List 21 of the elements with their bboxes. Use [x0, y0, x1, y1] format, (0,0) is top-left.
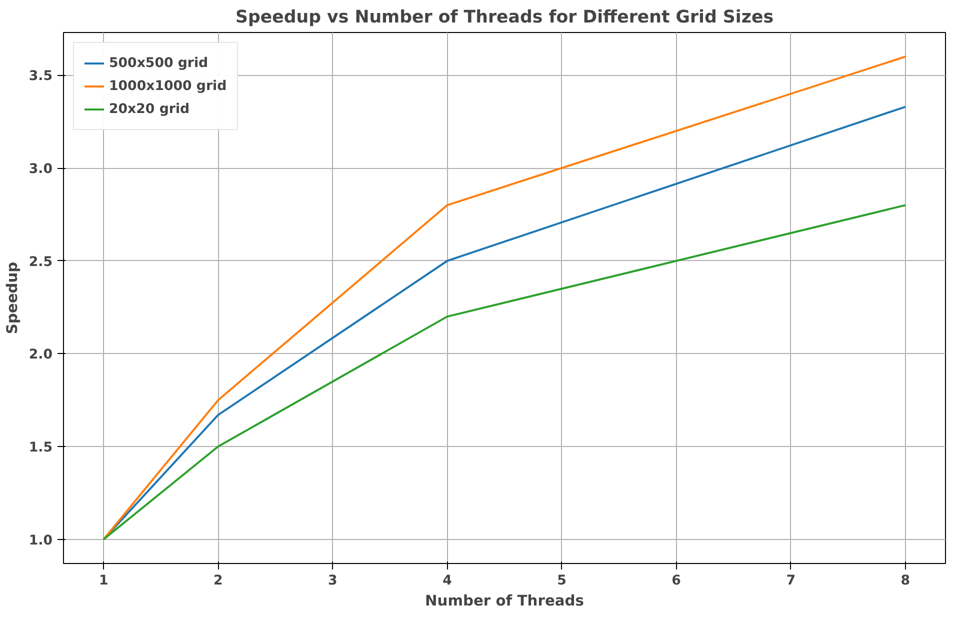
x-axis-title: Number of Threads	[425, 592, 584, 610]
y-tick-label: 3.5	[28, 69, 53, 84]
x-tick-label: 2	[214, 574, 223, 588]
x-tick-label: 7	[786, 574, 796, 588]
x-tick-label: 8	[900, 574, 910, 588]
line-series	[102, 204, 906, 540]
y-tick-label: 1.5	[28, 440, 53, 456]
y-tick-label: 2.5	[28, 254, 53, 270]
y-tick-label: 1.0	[28, 533, 53, 548]
legend-label: 1000x1000 grid	[109, 78, 227, 94]
x-tick-label: 4	[442, 574, 452, 588]
x-tick-label: 5	[557, 574, 566, 588]
x-tick-label: 1	[98, 574, 108, 588]
y-tick-label: 2.0	[28, 348, 53, 363]
y-tick-label: 3.0	[28, 162, 53, 178]
y-axis-title: Speedup	[4, 262, 21, 334]
x-tick-label: 6	[672, 574, 681, 588]
legend-label: 20x20 grid	[109, 102, 190, 116]
legend-label: 500x500 grid	[109, 56, 208, 70]
x-tick-label: 3	[328, 574, 338, 588]
chart-title: Speedup vs Number of Threads for Different Grid Sizes	[235, 8, 774, 28]
